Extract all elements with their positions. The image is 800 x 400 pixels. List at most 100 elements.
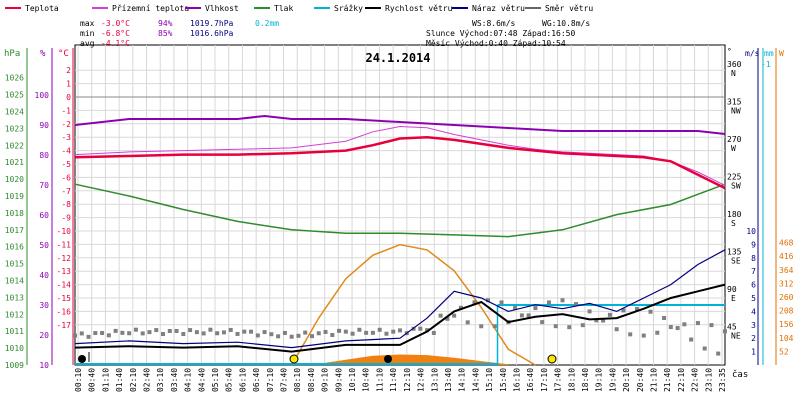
- w-tick-label: 364: [779, 266, 794, 275]
- wind-dir-point: [587, 309, 592, 314]
- pct-tick-label: 40: [39, 271, 49, 280]
- pct-tick-label: 50: [39, 241, 49, 250]
- wind-dir-point: [337, 328, 342, 333]
- wind-dir-point: [323, 329, 328, 334]
- hpa-tick-label: 1012: [5, 310, 24, 319]
- mm-tick-label: -1: [761, 60, 771, 69]
- hpa-axis-unit: hPa: [4, 49, 20, 59]
- hpa-tick-label: 1010: [5, 344, 24, 353]
- wind-dir-point: [100, 331, 105, 336]
- solar-line: [291, 243, 536, 366]
- x-tick-label: 02:10: [129, 368, 138, 392]
- wind-dir-point: [113, 328, 118, 333]
- x-tick-label: 18:40: [581, 368, 590, 392]
- stat-max-rain: 0.2mm: [255, 19, 279, 28]
- ms-tick-label: 10: [746, 227, 756, 236]
- x-tick-label: 06:40: [252, 368, 261, 392]
- x-tick-label: 19:40: [608, 368, 617, 392]
- hpa-tick-label: 1016: [5, 243, 24, 252]
- wind-dir-point: [526, 313, 531, 318]
- stat-max-hum: 94%: [158, 19, 173, 28]
- legend-label: Náraz větru: [472, 4, 525, 13]
- pct-tick-label: 20: [39, 331, 49, 340]
- dir-tick-value: 45: [727, 323, 737, 332]
- plot-frame: [74, 44, 726, 366]
- x-tick-label: 00:10: [74, 368, 83, 392]
- moon-set-marker: [384, 355, 392, 363]
- hpa-tick-label: 1020: [5, 175, 24, 184]
- temp-tick-label: -11: [57, 240, 72, 249]
- wind-dir-point: [343, 329, 348, 334]
- wind-dir-point: [492, 324, 497, 329]
- wind-dir-point: [716, 351, 721, 356]
- x-tick-label: 11:40: [389, 368, 398, 392]
- wind-dir-point: [689, 337, 694, 342]
- temp-tick-label: 2: [66, 66, 71, 75]
- x-tick-label: 03:10: [156, 368, 165, 392]
- ms-axis-unit: m/s: [745, 49, 760, 58]
- pct-axis-unit: %: [40, 49, 46, 59]
- x-tick-label: 18:10: [567, 368, 576, 392]
- pct-tick-label: 70: [39, 181, 49, 190]
- hpa-tick-label: 1026: [5, 74, 24, 83]
- pct-tick-label: 100: [35, 91, 50, 100]
- wind-dir-point: [79, 331, 84, 336]
- hpa-tick-label: 1023: [5, 124, 24, 133]
- w-tick-label: 312: [779, 279, 794, 288]
- ms-tick-label: 5: [751, 294, 756, 303]
- wind-dir-point: [167, 328, 172, 333]
- wind-dir-point: [472, 300, 477, 305]
- x-tick-label: 02:40: [143, 368, 152, 392]
- ms-tick-label: 8: [751, 254, 756, 263]
- wind-dir-point: [513, 306, 518, 311]
- x-tick-label: 10:10: [348, 368, 357, 392]
- wind-dir-point: [174, 328, 179, 333]
- wind-dir-point: [208, 327, 213, 332]
- pct-tick-label: 30: [39, 301, 49, 310]
- wind-dir-point: [621, 308, 626, 313]
- hpa-tick-label: 1013: [5, 293, 24, 302]
- x-tick-label: 14:10: [458, 368, 467, 392]
- wind-dir-point: [418, 326, 423, 331]
- stat-min-temp: -6.8°C: [101, 29, 130, 38]
- temp-tick-label: -8: [61, 200, 71, 209]
- temp-tick-label: -16: [57, 307, 72, 316]
- x-axis-label: čas: [732, 369, 748, 380]
- wind-gust-line: [74, 249, 726, 349]
- wind-dir-point: [458, 305, 463, 310]
- stat-max-temp: -3.0°C: [101, 19, 130, 28]
- ms-tick-label: 6: [751, 281, 756, 290]
- x-tick-label: 01:10: [101, 368, 110, 392]
- temp-tick-label: -17: [57, 321, 72, 330]
- temp-tick-label: -12: [57, 254, 72, 263]
- wind-dir-point: [398, 328, 402, 333]
- x-tick-label: 07:10: [266, 368, 275, 392]
- stat-sun: Slunce Východ:07:48 Západ:16:50: [426, 29, 575, 38]
- wind-dir-point: [228, 327, 233, 332]
- dir-tick-value: 225: [727, 173, 742, 182]
- w-tick-label: 260: [779, 293, 794, 302]
- x-tick-label: 16:10: [512, 368, 521, 392]
- stat-min-label: min: [80, 29, 95, 38]
- wind-dir-point: [154, 328, 159, 333]
- wind-dir-point: [709, 323, 714, 328]
- legend-label: Srážky: [334, 4, 363, 13]
- temp-tick-label: -1: [61, 106, 71, 115]
- x-tick-label: 19:10: [595, 368, 604, 392]
- legend-label: Teplota: [25, 4, 59, 13]
- x-tick-label: 20:10: [622, 368, 631, 392]
- wind-dir-point: [479, 324, 484, 329]
- wind-dir-point: [601, 318, 606, 323]
- legend-label: Tlak: [274, 4, 293, 13]
- x-tick-label: 06:10: [238, 368, 247, 392]
- x-tick-label: 20:40: [636, 368, 645, 392]
- wind-dir-point: [140, 331, 145, 336]
- wind-dir-point: [221, 330, 226, 335]
- stat-moon: Měsíc Východ:0:40 Západ:10:54: [426, 39, 566, 48]
- stat-wg: WG:10.8m/s: [542, 19, 590, 28]
- moon-rise-marker: [78, 355, 86, 363]
- x-tick-label: 16:40: [526, 368, 535, 392]
- pct-tick-label: 60: [39, 211, 49, 220]
- wind-dir-point: [560, 298, 565, 303]
